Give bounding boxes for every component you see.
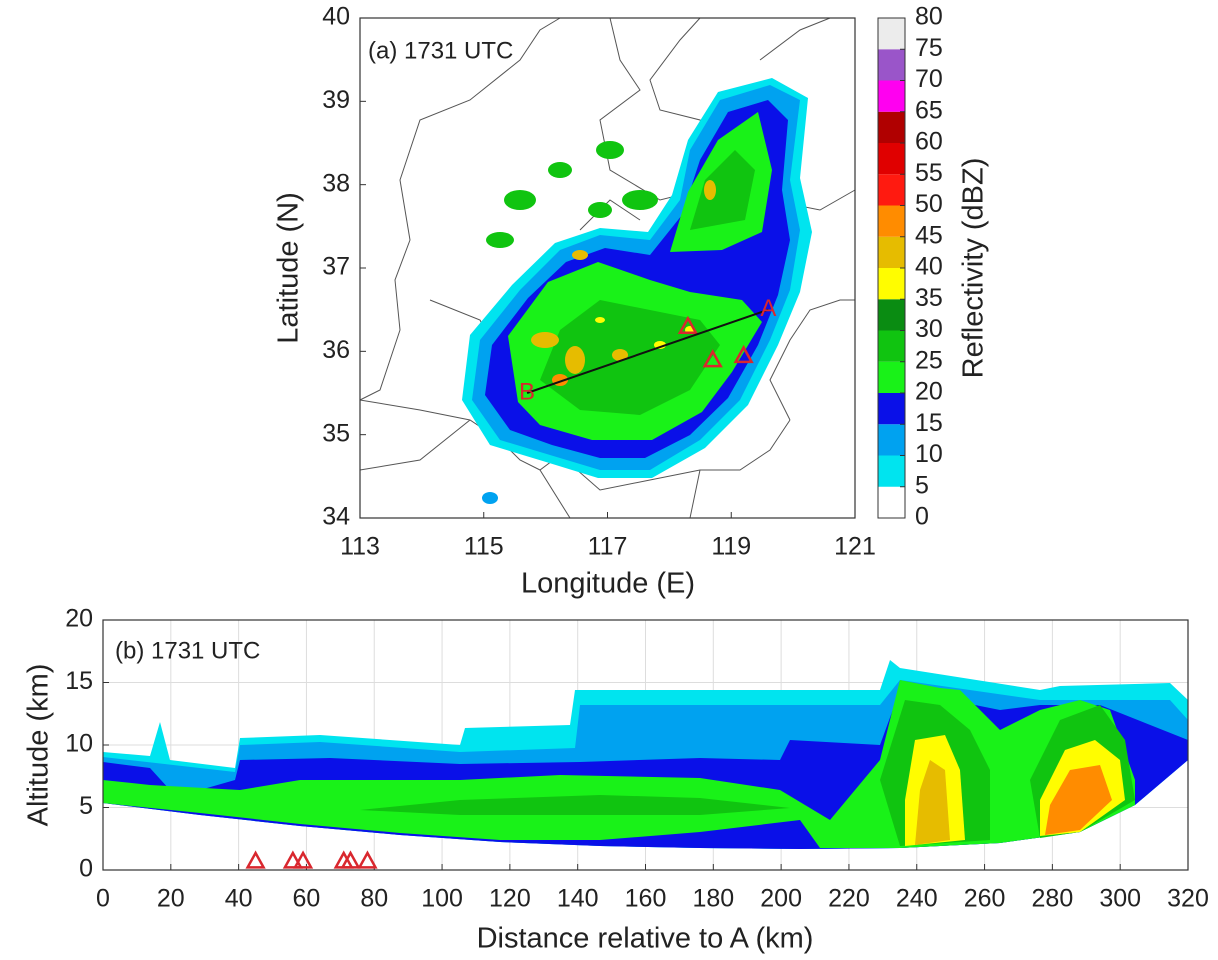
x-tick-label: 240 bbox=[896, 885, 938, 913]
station-marker bbox=[245, 850, 266, 869]
y-tick-label: 0 bbox=[79, 855, 93, 883]
colorbar-tick-label: 0 bbox=[915, 503, 929, 531]
y-tick-label: 15 bbox=[65, 667, 93, 695]
point-label: B bbox=[519, 378, 535, 405]
colorbar-segment bbox=[878, 111, 905, 143]
colorbar-segment bbox=[878, 143, 905, 175]
colorbar-segment bbox=[878, 361, 905, 393]
x-tick-label: 113 bbox=[340, 533, 380, 561]
colorbar-tick-label: 75 bbox=[915, 34, 943, 62]
x-tick-label: 280 bbox=[1032, 885, 1074, 913]
colorbar-tick-label: 10 bbox=[915, 440, 943, 468]
x-tick-label: 60 bbox=[293, 885, 321, 913]
colorbar-tick-label: 20 bbox=[915, 378, 943, 406]
colorbar-tick-label: 30 bbox=[915, 315, 943, 343]
colorbar-segment bbox=[878, 299, 905, 331]
colorbar-segment bbox=[878, 393, 905, 425]
x-tick-label: 220 bbox=[828, 885, 870, 913]
colorbar-segment bbox=[878, 424, 905, 456]
y-tick-label: 34 bbox=[322, 503, 350, 531]
station-marker bbox=[340, 850, 361, 869]
colorbar-tick-label: 40 bbox=[915, 253, 943, 281]
y-tick-label: 10 bbox=[65, 730, 93, 758]
panel-title: (a) 1731 UTC bbox=[368, 37, 513, 64]
section-line bbox=[526, 308, 769, 394]
colorbar-tick-label: 60 bbox=[915, 128, 943, 156]
reflectivity-section bbox=[103, 660, 1188, 849]
station-marker bbox=[292, 850, 314, 869]
x-tick-label: 119 bbox=[711, 533, 751, 561]
x-tick-label: 260 bbox=[964, 885, 1006, 913]
x-tick-label: 140 bbox=[557, 885, 599, 913]
colorbar-segment bbox=[878, 80, 905, 112]
colorbar-tick-label: 5 bbox=[915, 471, 929, 499]
colorbar-tick-label: 35 bbox=[915, 284, 943, 312]
x-tick-label: 320 bbox=[1167, 885, 1209, 913]
colorbar-title: Reflectivity (dBZ) bbox=[958, 158, 990, 379]
panel-title: (b) 1731 UTC bbox=[115, 637, 260, 664]
colorbar-segment bbox=[878, 486, 905, 518]
x-axis-title: Distance relative to A (km) bbox=[477, 923, 814, 955]
point-label: A bbox=[760, 295, 776, 322]
station-marker bbox=[282, 850, 303, 869]
colorbar-segment bbox=[878, 268, 905, 300]
x-tick-label: 100 bbox=[421, 885, 463, 913]
colorbar-tick-label: 15 bbox=[915, 409, 943, 437]
x-tick-label: 300 bbox=[1099, 885, 1141, 913]
x-tick-label: 120 bbox=[489, 885, 531, 913]
x-tick-label: 117 bbox=[588, 533, 628, 561]
y-tick-label: 35 bbox=[322, 419, 350, 447]
station-marker bbox=[702, 349, 723, 368]
colorbar-tick-label: 70 bbox=[915, 65, 943, 93]
colorbar-tick-label: 80 bbox=[915, 3, 943, 31]
x-axis-title: Longitude (E) bbox=[521, 568, 695, 600]
x-tick-label: 121 bbox=[834, 533, 876, 561]
y-tick-label: 38 bbox=[322, 169, 350, 197]
colorbar-segment bbox=[878, 18, 905, 50]
y-tick-label: 37 bbox=[322, 253, 350, 281]
x-tick-label: 40 bbox=[225, 885, 253, 913]
colorbar-tick-label: 65 bbox=[915, 96, 943, 124]
x-tick-label: 20 bbox=[157, 885, 185, 913]
reflectivity-field bbox=[462, 78, 812, 504]
x-tick-label: 160 bbox=[625, 885, 667, 913]
x-tick-label: 0 bbox=[96, 885, 110, 913]
station-marker bbox=[677, 315, 699, 334]
y-axis-title: Latitude (N) bbox=[273, 192, 305, 344]
colorbar-segment bbox=[878, 455, 905, 487]
y-tick-label: 20 bbox=[65, 605, 93, 633]
colorbar-segment bbox=[878, 174, 905, 206]
y-tick-label: 40 bbox=[322, 3, 350, 31]
x-tick-label: 115 bbox=[464, 533, 504, 561]
colorbar-segment bbox=[878, 236, 905, 268]
colorbar-tick-label: 55 bbox=[915, 159, 943, 187]
colorbar-tick-label: 50 bbox=[915, 190, 943, 218]
y-tick-label: 39 bbox=[322, 86, 350, 114]
station-marker bbox=[733, 344, 754, 364]
colorbar-segment bbox=[878, 205, 905, 237]
y-tick-label: 5 bbox=[79, 792, 93, 820]
colorbar-segment bbox=[878, 330, 905, 362]
y-axis-title: Altitude (km) bbox=[23, 664, 55, 827]
x-tick-label: 200 bbox=[760, 885, 802, 913]
colorbar-tick-label: 45 bbox=[915, 221, 943, 249]
x-tick-label: 80 bbox=[360, 885, 388, 913]
colorbar-segment bbox=[878, 49, 905, 81]
y-tick-label: 36 bbox=[322, 336, 350, 364]
station-marker bbox=[357, 850, 378, 869]
x-tick-label: 180 bbox=[692, 885, 734, 913]
colorbar-tick-label: 25 bbox=[915, 346, 943, 374]
